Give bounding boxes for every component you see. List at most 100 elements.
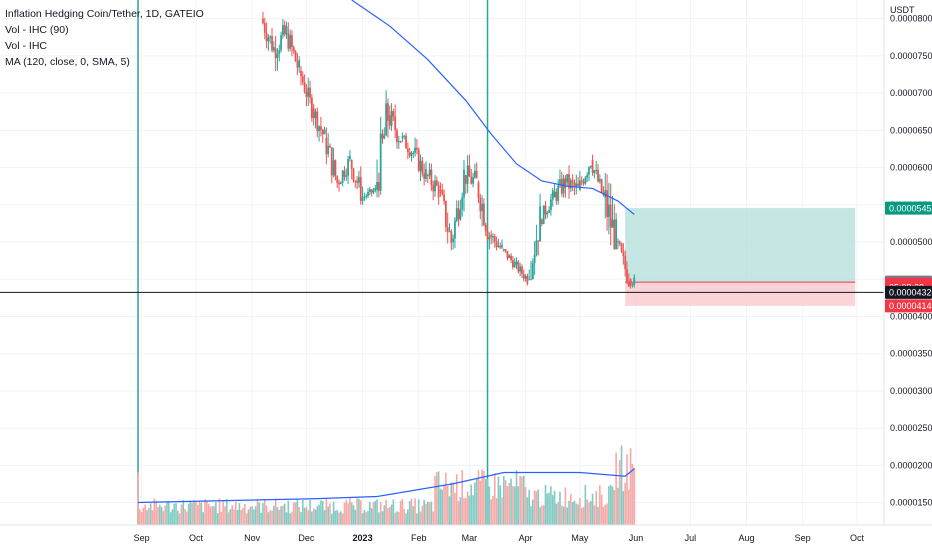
volume-bar <box>274 498 277 525</box>
candle-body <box>504 249 507 252</box>
volume-bar <box>450 482 453 525</box>
price-tag-label: 0.00004143 <box>889 301 932 311</box>
candle-body <box>336 176 339 183</box>
candle-body <box>345 175 348 177</box>
candle-body <box>426 175 429 176</box>
candle-body <box>283 25 286 35</box>
volume-bar <box>417 499 420 525</box>
volume-bar <box>530 506 532 525</box>
candle-body <box>595 169 598 171</box>
candle-body <box>435 180 438 186</box>
volume-bar <box>397 512 400 525</box>
volume-bar <box>193 500 195 525</box>
volume-bar <box>280 506 282 525</box>
volume-bar <box>405 513 407 525</box>
volume-bar <box>198 500 201 525</box>
volume-bar <box>452 482 454 525</box>
time-axis-background[interactable] <box>0 525 932 550</box>
volume-bar <box>412 506 415 525</box>
volume-bar <box>334 510 337 525</box>
volume-bar <box>508 482 511 525</box>
volume-bar <box>378 512 380 525</box>
candle-body <box>626 269 628 283</box>
candle-body <box>332 160 335 176</box>
loss-zone[interactable] <box>625 282 856 306</box>
moving-average-indicator[interactable]: MA (120, close, 0, SMA, 5) <box>5 56 130 68</box>
volume-bar <box>560 505 563 525</box>
volume-bar <box>497 476 500 525</box>
candle-body <box>548 210 551 213</box>
volume-bar <box>369 501 371 525</box>
volume-bar <box>521 476 523 525</box>
volume-bar <box>282 505 284 525</box>
volume-bar <box>448 496 451 525</box>
volume-bar <box>178 513 181 525</box>
volume-bar <box>550 486 552 525</box>
long-position-tool[interactable] <box>625 208 856 306</box>
profit-zone[interactable] <box>625 208 856 283</box>
volume-bar <box>345 499 348 525</box>
candle-body <box>568 174 570 189</box>
volume-bar <box>238 503 241 525</box>
volume-bar <box>486 478 489 525</box>
volume-bar <box>463 498 465 525</box>
volume-bar <box>586 499 588 525</box>
volume-bar <box>454 492 456 525</box>
volume-bar <box>600 494 603 525</box>
candle-body <box>348 156 351 159</box>
candle-body <box>376 182 378 190</box>
candle-body <box>370 189 373 193</box>
volume-bar <box>503 476 505 525</box>
symbol-title[interactable]: Inflation Hedging Coin/Tether, 1D, GATEI… <box>5 8 204 20</box>
volume-bar <box>490 499 492 525</box>
volume-bar <box>396 511 398 525</box>
volume-bar <box>260 512 262 525</box>
candle-body <box>546 212 549 215</box>
volume-bar <box>251 506 253 525</box>
candle-body <box>497 245 500 247</box>
candle-body <box>338 182 340 185</box>
time-axis[interactable]: Sep Oct Nov Dec 2023 Feb Mar Apr May Jun Jul Aug Sep… <box>0 524 932 550</box>
candle-body <box>483 203 485 226</box>
volume-bar <box>608 486 610 525</box>
volume-indicator-90[interactable]: Vol - IHC (90) <box>5 24 69 36</box>
volume-bar <box>512 485 514 525</box>
candle-body <box>522 273 525 279</box>
price-axis-background[interactable] <box>884 0 932 525</box>
volume-bar <box>528 489 530 525</box>
candle-body <box>428 169 431 176</box>
candle-body <box>307 87 310 97</box>
candle-body <box>459 209 462 220</box>
volume-bar <box>519 475 521 525</box>
candle-body <box>414 147 416 153</box>
candle-body <box>303 82 306 93</box>
candle-body <box>432 184 435 192</box>
volume-bar <box>202 512 204 525</box>
volume-bar <box>298 506 300 525</box>
volume-bar <box>472 495 474 525</box>
candle-body <box>263 23 266 34</box>
candle-body <box>588 167 590 175</box>
volume-indicator[interactable]: Vol - IHC <box>5 40 48 52</box>
volume-bar <box>613 489 616 525</box>
candle-body <box>359 177 362 201</box>
volume-bar <box>425 503 427 525</box>
volume-bar <box>577 504 579 525</box>
candle-body <box>321 130 324 135</box>
volume-bar <box>365 512 367 525</box>
candle-body <box>617 241 619 243</box>
time-tick-label: 2023 <box>353 533 373 543</box>
candle-body <box>434 180 436 192</box>
volume-bar <box>314 509 317 525</box>
volume-bar <box>182 500 185 525</box>
candle-body <box>394 116 397 131</box>
candle-body <box>383 135 386 139</box>
volume-bar <box>465 497 467 525</box>
candle-body <box>334 160 337 177</box>
candle-body <box>464 175 467 184</box>
